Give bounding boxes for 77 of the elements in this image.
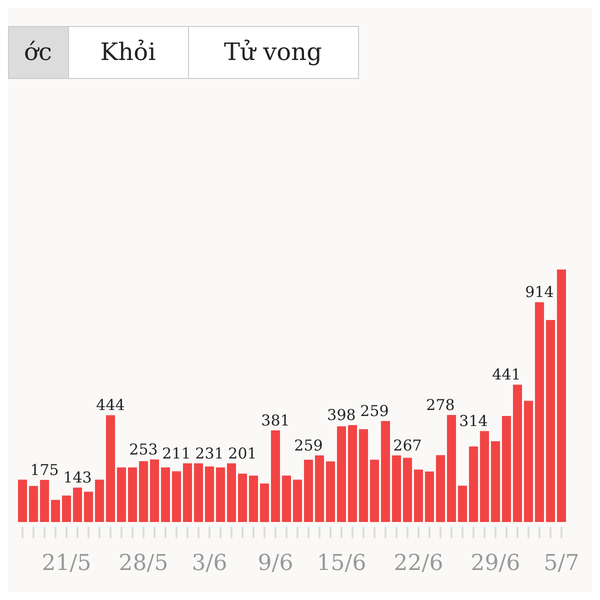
bar: [226, 463, 236, 522]
bar: [458, 486, 468, 522]
data-label: 259: [360, 402, 389, 420]
text: ớc: [24, 38, 52, 66]
bar: [62, 496, 72, 522]
x-tick-label: 9/6: [258, 551, 294, 576]
data-label: 211: [162, 444, 191, 462]
bar: [556, 270, 566, 522]
text: Tử vong: [224, 38, 322, 66]
bar: [270, 430, 280, 522]
bar: [194, 463, 204, 522]
data-label: 278: [426, 396, 455, 414]
bar: [73, 488, 82, 522]
bar: [546, 320, 555, 522]
x-tick-label: 22/6: [394, 551, 444, 576]
x-tick-label: 3/6: [192, 551, 228, 576]
bar: [172, 471, 182, 522]
data-label: 314: [459, 412, 488, 430]
bar: [260, 484, 270, 522]
bar: [380, 421, 390, 522]
bar: [106, 415, 116, 522]
bar: [524, 400, 533, 522]
bar: [392, 455, 402, 522]
data-label: 381: [261, 411, 290, 430]
data-label: 253: [129, 440, 158, 458]
bar: [336, 426, 346, 522]
bar: [238, 474, 248, 522]
data-label: 914: [525, 283, 554, 302]
data-label: 444: [96, 396, 125, 414]
bar: [29, 486, 38, 522]
data-label: 201: [228, 444, 257, 462]
bar: [314, 455, 324, 522]
data-label: 143: [63, 468, 92, 487]
data-label: 231: [195, 444, 224, 462]
bar: [534, 302, 544, 522]
bar: [512, 384, 522, 522]
bar: [204, 466, 214, 522]
bar: [446, 414, 456, 522]
data-label: 398: [327, 406, 356, 424]
text: Khỏi: [100, 38, 156, 66]
bar: [414, 470, 424, 522]
data-label: 267: [393, 436, 422, 454]
bar: [468, 446, 478, 522]
bar: [18, 480, 28, 522]
bar: [358, 429, 368, 522]
x-tick-label: 15/6: [316, 551, 366, 576]
bar: [40, 480, 50, 522]
bar: [94, 480, 104, 522]
bar: [248, 476, 258, 522]
data-label: 259: [294, 436, 323, 454]
data-label: 441: [492, 366, 521, 384]
bar: [116, 467, 126, 522]
bar: [51, 500, 60, 522]
bar: [402, 458, 412, 522]
bar: [84, 492, 94, 522]
bar: [128, 467, 138, 522]
data-label: 175: [30, 460, 59, 479]
bar: [480, 431, 490, 522]
x-tick-label: 21/5: [42, 551, 92, 576]
bar: [436, 455, 446, 522]
x-tick-label: 29/6: [470, 551, 520, 576]
bar: [502, 416, 511, 522]
bar: [490, 441, 500, 522]
bar: [160, 467, 170, 522]
x-tick-label: 28/5: [118, 551, 168, 576]
bar: [292, 480, 302, 522]
bar: [304, 460, 314, 522]
bar: [182, 463, 192, 522]
bar: [348, 425, 358, 522]
bar: [326, 461, 336, 522]
bar: [138, 461, 148, 522]
bar: [150, 459, 160, 522]
bar: [282, 476, 292, 522]
x-tick-label: 5/7: [544, 551, 580, 576]
bar: [216, 467, 226, 522]
bar: [424, 472, 434, 522]
bar: [370, 460, 380, 522]
